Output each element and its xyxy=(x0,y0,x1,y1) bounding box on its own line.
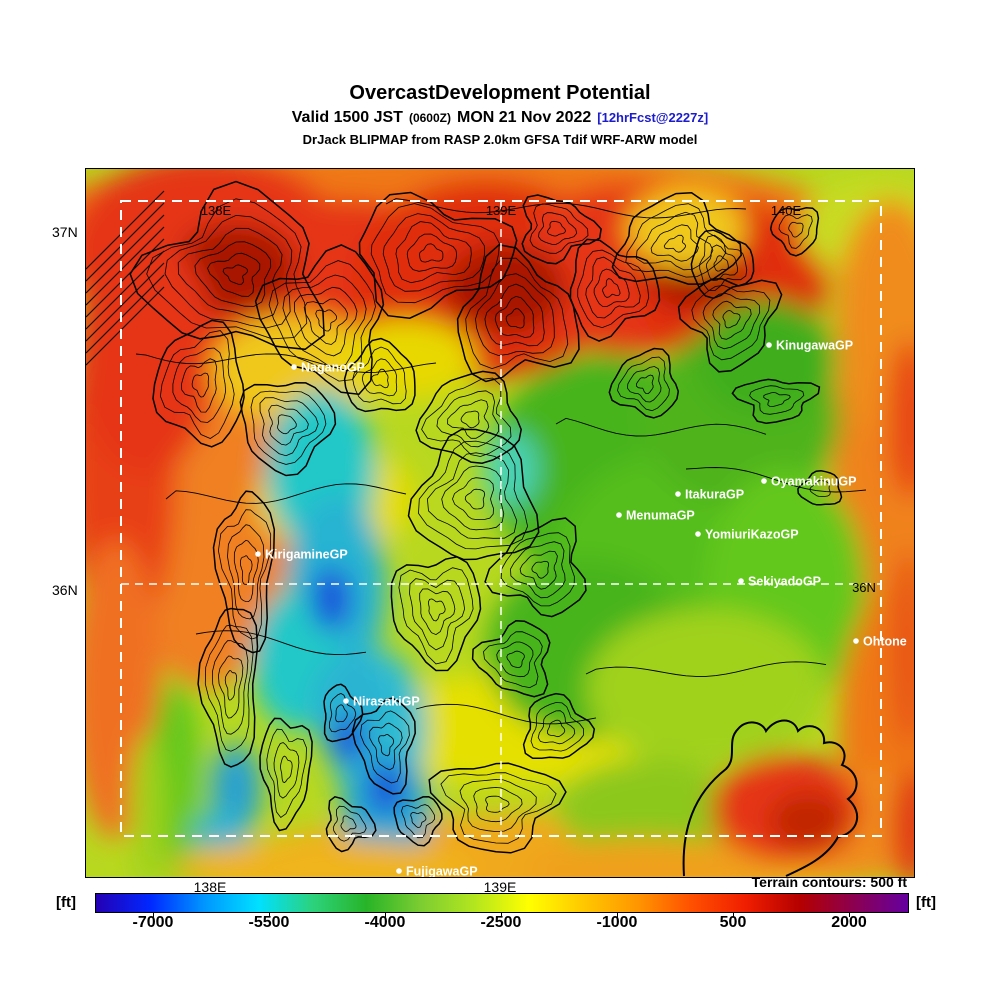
station-label: FujigawaGP xyxy=(406,865,478,878)
lon-label-140e-top: 140E xyxy=(771,203,802,218)
colorbar-tick-label: -5500 xyxy=(248,914,290,931)
forecast-tag: [12hrFcst@2227z] xyxy=(597,110,709,125)
colorbar-tick-label: -2500 xyxy=(480,914,522,931)
map-frame: 138E 139E 140E 36N NaganoGP KinugawaGP Oya… xyxy=(85,168,915,878)
station-marker xyxy=(761,478,767,484)
station-label: KirigamineGP xyxy=(265,548,348,562)
lon-label-138e-top: 138E xyxy=(201,203,232,218)
lon-label-139e-top: 139E xyxy=(486,203,517,218)
colorbar-unit-right: [ft] xyxy=(916,894,936,911)
colorbar-tick-mark xyxy=(385,912,386,917)
station-markers: NaganoGP KinugawaGP OyamakinuGP ItakuraGP Me… xyxy=(255,339,907,878)
colorbar-tick-mark xyxy=(733,912,734,917)
station-marker xyxy=(616,512,622,518)
model-line: DrJack BLIPMAP from RASP 2.0km GFSA Tdif… xyxy=(302,132,698,147)
colorbar-unit-left: [ft] xyxy=(56,894,76,911)
station-label: KinugawaGP xyxy=(776,339,853,353)
colorbar-tick-label: 2000 xyxy=(831,914,867,931)
colorbar-tick-label: -7000 xyxy=(132,914,174,931)
station-label: OyamakinuGP xyxy=(771,475,856,489)
station-marker xyxy=(675,491,681,497)
station-marker xyxy=(255,551,261,557)
terrain-contours xyxy=(129,180,867,854)
lon-label-138e-bottom: 138E xyxy=(193,879,227,895)
station-label: ItakuraGP xyxy=(685,488,744,502)
coastline xyxy=(682,719,859,877)
colorbar-tick-mark xyxy=(617,912,618,917)
map-canvas: 138E 139E 140E 36N NaganoGP KinugawaGP Oya… xyxy=(86,169,914,877)
hatch-pattern xyxy=(86,190,165,366)
station-marker xyxy=(291,364,297,370)
station-label: YomiuriKazoGP xyxy=(705,528,799,542)
station-marker xyxy=(396,868,402,874)
colorbar-tick-mark xyxy=(501,912,502,917)
colorbar-tick-mark xyxy=(153,912,154,917)
valid-date: MON 21 Nov 2022 xyxy=(456,109,592,126)
page-title: OvercastDevelopment Potential xyxy=(349,82,651,104)
station-label: NirasakiGP xyxy=(353,695,420,709)
station-label: SekiyadoGP xyxy=(748,575,821,589)
lon-label-139e-bottom: 139E xyxy=(483,879,517,895)
lat-label-37n-left: 37N xyxy=(52,224,78,240)
station-marker xyxy=(343,698,349,704)
colorbar-tick-mark xyxy=(269,912,270,917)
lat-label-36n-right: 36N xyxy=(852,580,876,595)
station-marker xyxy=(853,638,859,644)
terrain-contours-note: Terrain contours: 500 ft xyxy=(751,874,907,890)
station-marker xyxy=(695,531,701,537)
station-marker xyxy=(766,342,772,348)
colorbar-tick-mark xyxy=(849,912,850,917)
colorbar-tick-label: 500 xyxy=(719,914,747,931)
valid-prefix: Valid 1500 JST xyxy=(291,109,403,126)
station-label: MenumaGP xyxy=(626,509,695,523)
lat-label-36n-left: 36N xyxy=(52,582,78,598)
colorbar-tick-label: -4000 xyxy=(364,914,406,931)
valid-time-line: Valid 1500 JST (0600Z) MON 21 Nov 2022 [12h… xyxy=(0,109,1000,127)
station-marker xyxy=(738,578,744,584)
station-label: Ohtone xyxy=(863,635,907,649)
valid-zulu: (0600Z) xyxy=(408,111,451,125)
colorbar-tick-label: -1000 xyxy=(596,914,638,931)
station-label: NaganoGP xyxy=(301,361,365,375)
colorbar-gradient xyxy=(95,893,909,913)
